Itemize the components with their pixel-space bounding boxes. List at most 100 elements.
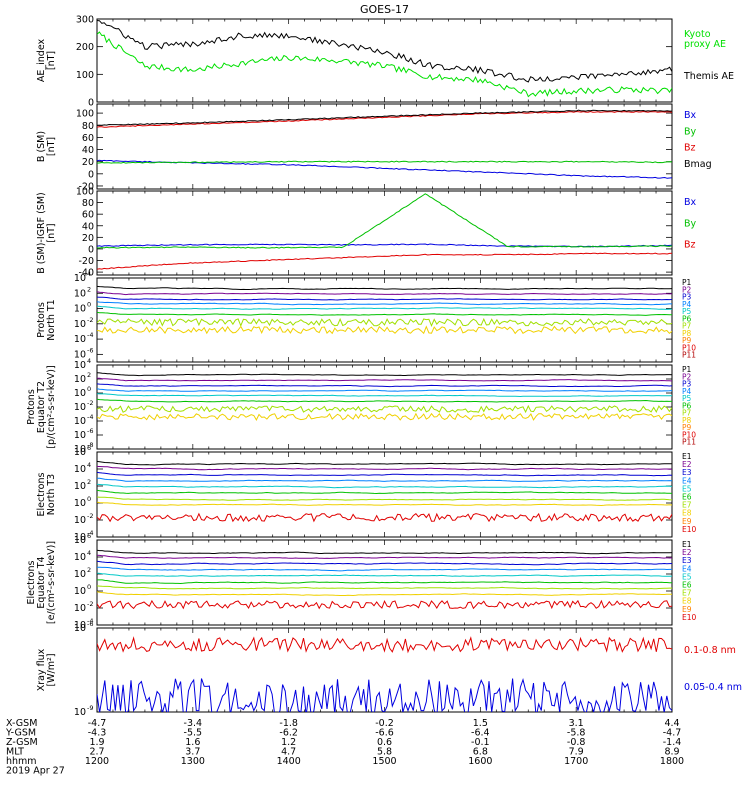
y-tick-exponent: 4	[87, 270, 91, 278]
series-line-e3	[97, 560, 672, 566]
series-line-e2	[97, 554, 672, 559]
y-tick-exponent: 0	[87, 583, 91, 591]
y-tick-exponent: -4	[87, 331, 93, 339]
series-line-e5	[97, 483, 672, 489]
y-tick-label: 20	[82, 157, 94, 168]
legend-entry: Bx	[684, 197, 697, 208]
orbit-value: 1.2	[281, 737, 296, 748]
panel-frame	[96, 103, 673, 190]
y-axis-title: B (SM)-IGRF (SM)	[36, 192, 47, 274]
y-tick-label: 80	[82, 121, 94, 132]
y-tick-exponent: -2	[87, 600, 93, 608]
series-line-bz	[97, 252, 672, 270]
legend-entry: Bx	[684, 110, 697, 121]
legend-entry: P3	[682, 380, 692, 389]
y-tick-label: 40	[82, 221, 94, 232]
orbit-value: -0.1	[471, 737, 490, 748]
y-tick-label: 10	[74, 623, 86, 634]
legend-entry: E4	[682, 476, 692, 485]
series-line-p8	[97, 325, 672, 335]
orbit-value: -4.7	[88, 718, 107, 729]
orbit-value: -6.6	[375, 728, 394, 739]
legend-entry: proxy AE	[684, 39, 726, 50]
y-axis-title: [nT]	[46, 137, 57, 156]
y-tick-label: 10	[74, 532, 86, 543]
y-tick-label: 10	[74, 498, 86, 509]
orbit-value: 2.7	[89, 747, 104, 758]
time-axis-label: hhmm	[6, 756, 37, 767]
x-tick-label: 1800	[660, 756, 684, 767]
y-tick-exponent: 2	[87, 478, 91, 486]
series-line-p6	[97, 398, 672, 403]
y-tick-exponent: 0	[87, 301, 91, 309]
series-line-p4	[97, 301, 672, 306]
series-line-e6	[97, 489, 672, 495]
y-tick-label: 10	[74, 374, 86, 385]
y-tick-exponent: 0	[87, 495, 91, 503]
legend-entry: 0.05-0.4 nm	[684, 682, 742, 693]
y-tick-exponent: -6	[87, 620, 93, 628]
legend-entry: E4	[682, 564, 692, 573]
legend-entry: P2	[682, 372, 692, 381]
panel-frame	[96, 627, 673, 713]
legend-entry: P10	[682, 343, 696, 352]
orbit-value: 4.4	[664, 718, 679, 729]
series-line-p7	[97, 317, 672, 328]
legend-entry: P1	[682, 365, 692, 374]
y-tick-exponent: 0	[87, 385, 91, 393]
x-tick-label: 1400	[277, 756, 301, 767]
x-tick-label: 1700	[564, 756, 588, 767]
y-tick-exponent: -4	[87, 413, 93, 421]
orbit-value: 0.6	[377, 737, 392, 748]
legend-entry: Bmag	[684, 159, 712, 170]
legend-entry: P1	[682, 278, 692, 287]
chart-title: GOES-17	[360, 3, 409, 16]
y-tick-label: 0	[88, 98, 94, 109]
series-line-p5	[97, 305, 672, 310]
y-tick-label: -20	[78, 256, 94, 267]
y-tick-label: 10	[74, 464, 86, 475]
legend-entry: P6	[682, 401, 692, 410]
y-tick-exponent: -4	[87, 617, 93, 625]
series-line-kyoto-proxy-ae	[97, 31, 672, 98]
series-line-p2	[97, 291, 672, 296]
legend-entry: P5	[682, 394, 692, 403]
series-line-bz	[97, 110, 672, 128]
orbit-value: -5.8	[567, 728, 586, 739]
series-line-e10	[97, 599, 672, 610]
legend-entry: E1	[682, 540, 692, 549]
legend-entry: E8	[682, 509, 692, 518]
legend-entry: P10	[682, 430, 696, 439]
y-tick-label: 0	[88, 169, 94, 180]
series-line-bx	[97, 159, 672, 179]
y-tick-label: 10	[74, 586, 86, 597]
y-tick-label: 0	[88, 244, 94, 255]
y-tick-exponent: 2	[87, 371, 91, 379]
y-tick-exponent: 6	[87, 444, 91, 452]
y-tick-label: 300	[76, 15, 94, 26]
y-axis-title: North T3	[46, 474, 57, 515]
y-tick-label: 100	[76, 187, 94, 198]
y-tick-exponent: 6	[87, 532, 91, 540]
y-tick-exponent: -2	[87, 399, 93, 407]
series-line-e8	[97, 501, 672, 507]
y-tick-exponent: 4	[87, 357, 91, 365]
y-tick-label: 10	[74, 360, 86, 371]
series-line-p1	[97, 372, 672, 377]
orbit-row-label: MLT	[6, 747, 24, 758]
legend-entry: By	[684, 218, 697, 229]
y-tick-label: 10	[74, 535, 86, 546]
x-tick-label: 1200	[85, 756, 109, 767]
series-line-p7	[97, 404, 672, 414]
series-line-by	[97, 193, 672, 249]
series-line-p3	[97, 296, 672, 301]
y-tick-label: 10	[74, 388, 86, 399]
orbit-value: 1.5	[473, 718, 488, 729]
y-tick-label: 10	[74, 447, 86, 458]
series-line-p6	[97, 311, 672, 316]
y-tick-label: 40	[82, 145, 94, 156]
x-tick-label: 1300	[181, 756, 205, 767]
